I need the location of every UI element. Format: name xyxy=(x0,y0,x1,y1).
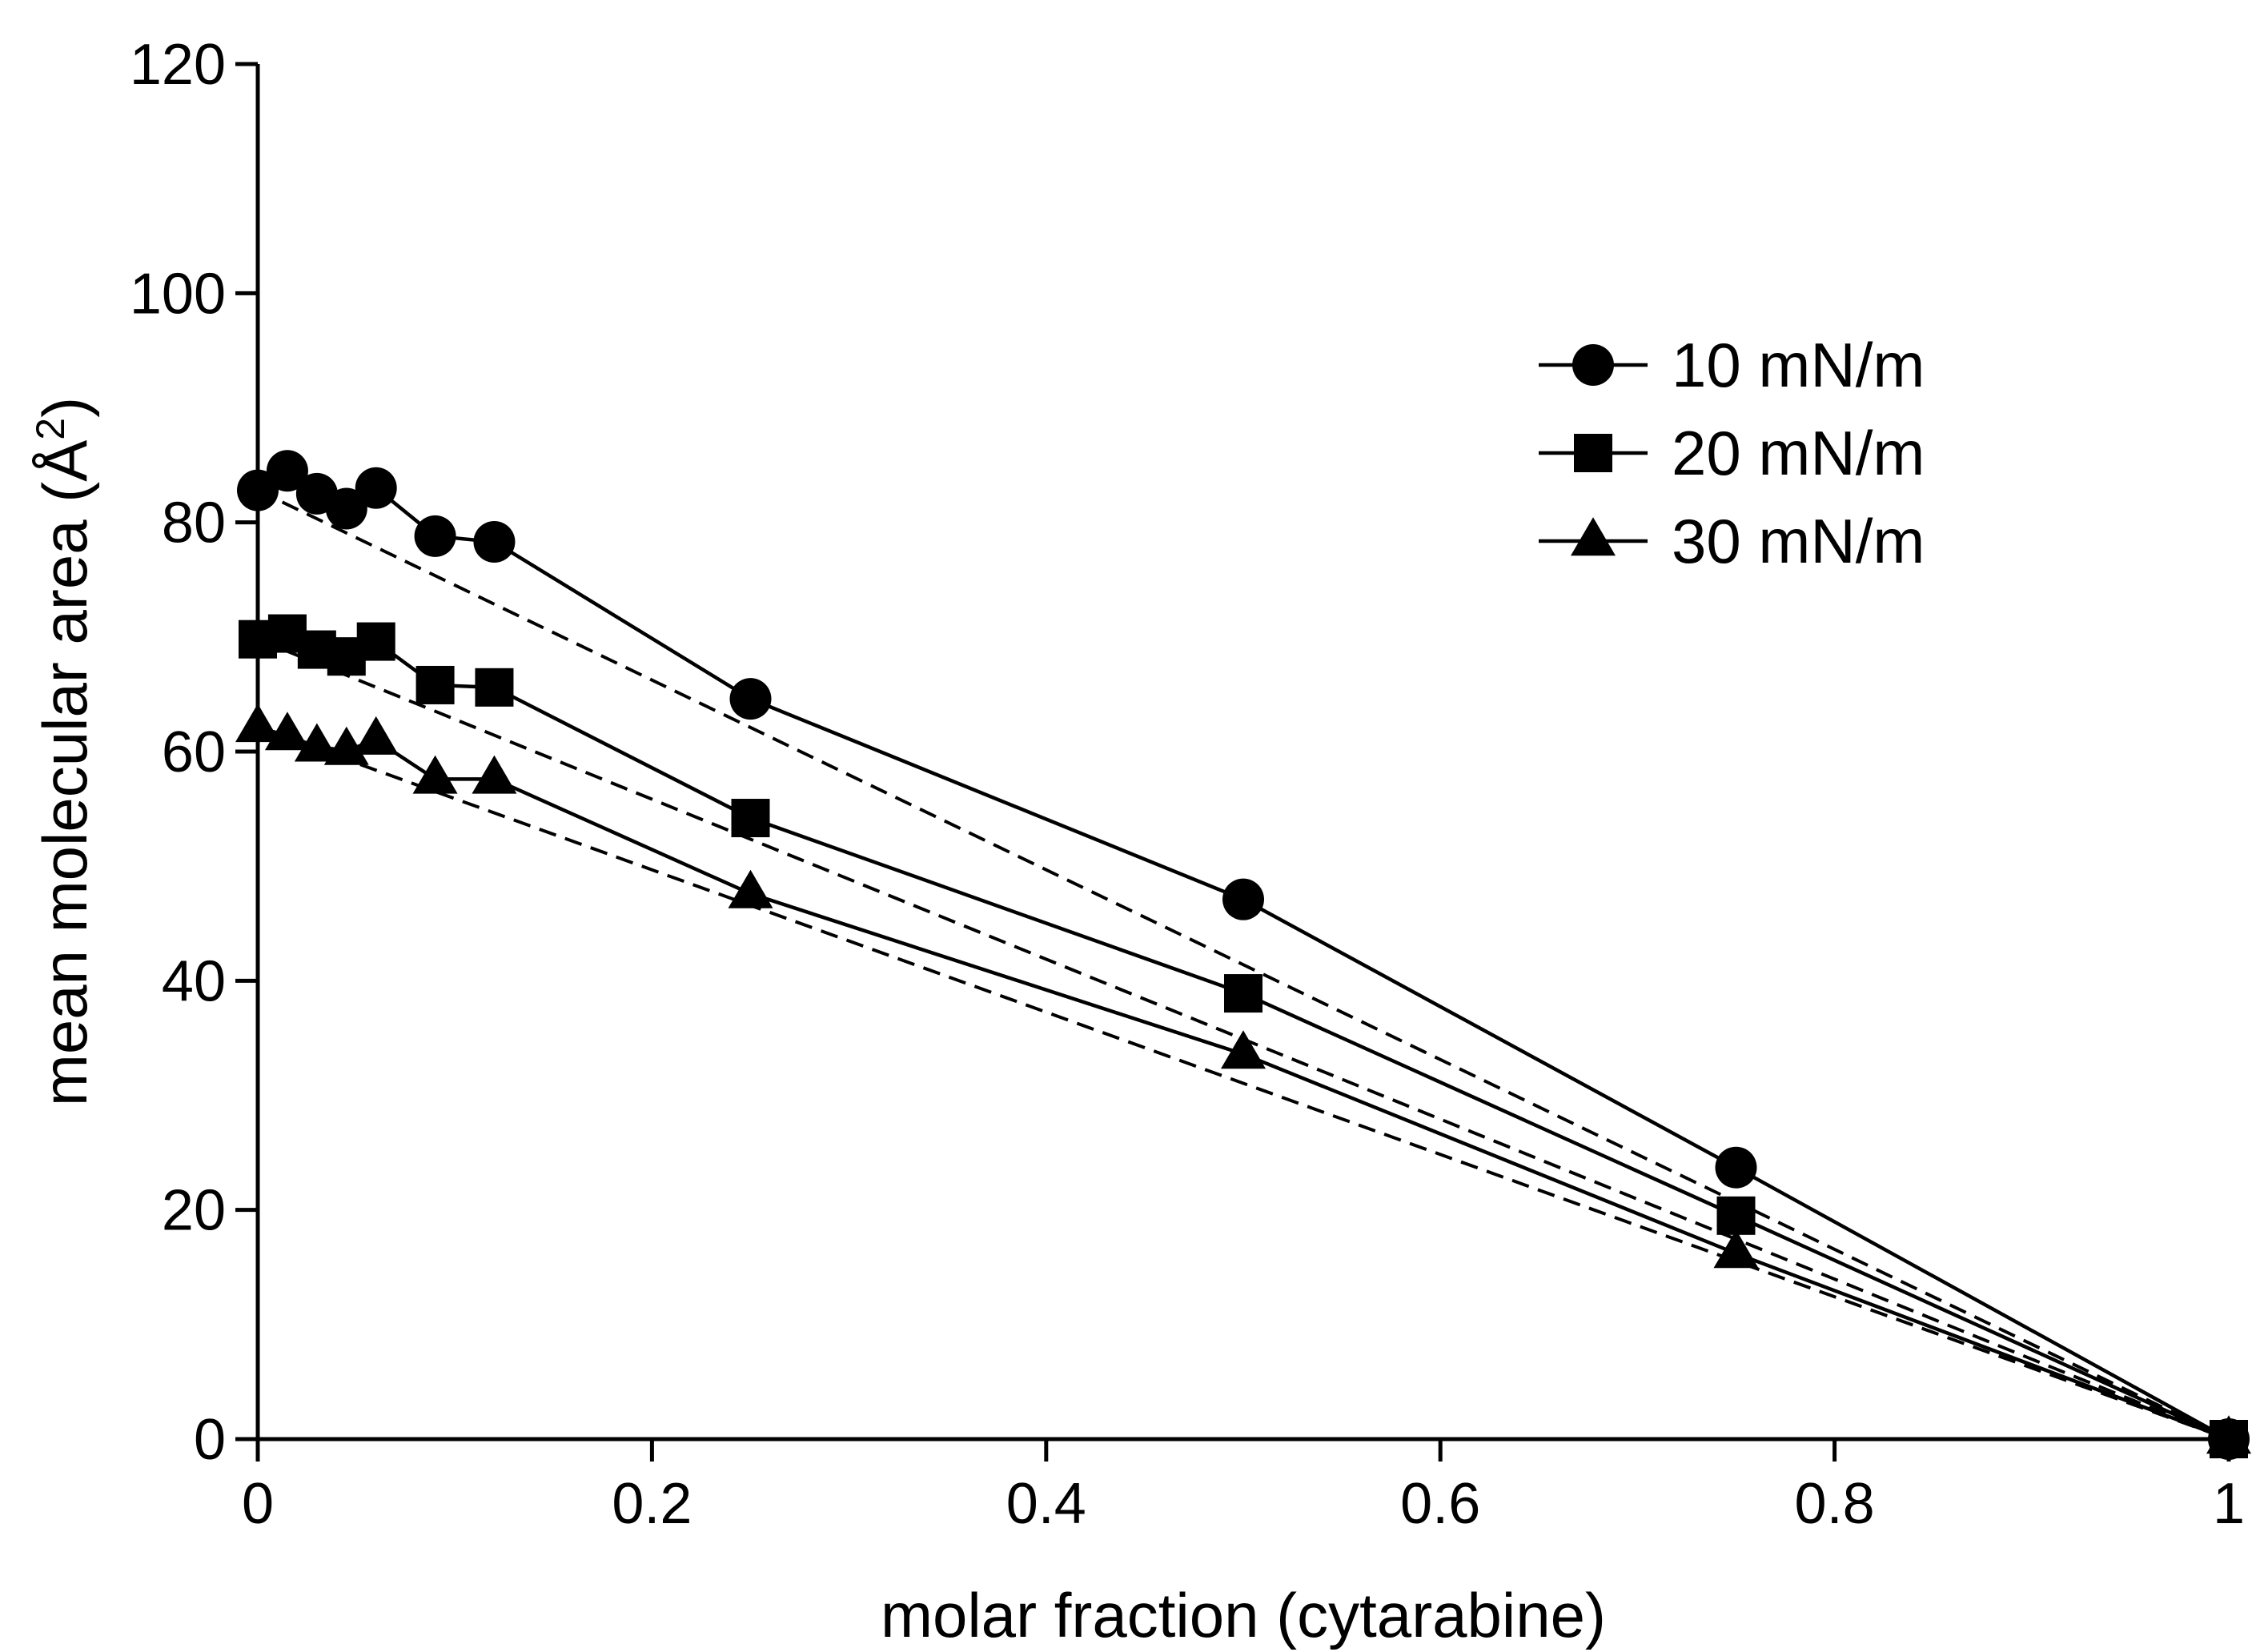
data-point xyxy=(415,665,455,704)
x-tick-label: 0 xyxy=(242,1472,274,1536)
series-markers xyxy=(235,450,2251,1460)
data-point xyxy=(325,487,367,530)
y-axis-title-main: mean molecular area (Å xyxy=(30,440,100,1106)
data-point xyxy=(729,678,772,720)
data-point xyxy=(355,467,397,509)
y-tick-label: 40 xyxy=(162,949,226,1013)
y-tick-label: 100 xyxy=(130,262,226,326)
x-tick-label: 1 xyxy=(2213,1472,2245,1536)
data-point xyxy=(472,755,517,794)
data-point xyxy=(1713,1229,1759,1269)
legend-marker xyxy=(1574,434,1612,472)
x-tick-label: 0.2 xyxy=(612,1472,692,1536)
data-point xyxy=(728,869,773,908)
data-point xyxy=(414,515,456,557)
data-point xyxy=(1224,974,1262,1013)
data-point xyxy=(731,799,770,838)
data-point xyxy=(323,726,369,765)
data-point xyxy=(235,704,280,743)
ideal-line xyxy=(257,488,2230,1441)
ideal-line xyxy=(257,726,2230,1441)
y-ticks: 0 20 40 60 80 100 120 xyxy=(130,33,258,1472)
series-line xyxy=(256,468,2230,1441)
x-tick-label: 0.8 xyxy=(1795,1472,1875,1536)
data-point xyxy=(473,521,516,563)
legend-label: 10 mN/m xyxy=(1672,330,1925,400)
legend-marker xyxy=(1572,344,1614,386)
data-point xyxy=(264,712,310,751)
series-lines xyxy=(256,468,2230,1441)
x-ticks: 0 0.2 0.4 0.6 0.8 1 xyxy=(242,1439,2245,1536)
y-tick-label: 0 xyxy=(194,1408,226,1472)
data-point xyxy=(356,622,395,661)
data-point xyxy=(1222,878,1264,920)
x-tick-label: 0.6 xyxy=(1400,1472,1480,1536)
data-point xyxy=(237,469,279,511)
y-axis-title: mean molecular area (Å2) xyxy=(28,397,100,1106)
y-tick-label: 80 xyxy=(162,491,226,555)
axes xyxy=(255,64,2229,1441)
data-point xyxy=(1716,1196,1756,1235)
y-axis-title-superscript: 2 xyxy=(28,418,73,440)
data-point xyxy=(353,716,399,755)
legend: 10 mN/m 20 mN/m 30 mN/m xyxy=(1539,330,1925,576)
x-axis-title: molar fraction (cytarabine) xyxy=(881,1580,1606,1650)
y-tick-label: 20 xyxy=(162,1179,226,1243)
data-point xyxy=(475,668,514,707)
data-point xyxy=(412,755,458,794)
legend-label: 20 mN/m xyxy=(1672,418,1925,488)
data-point xyxy=(294,723,339,762)
y-tick-label: 60 xyxy=(162,720,226,784)
data-point xyxy=(266,450,308,492)
ideal-lines xyxy=(257,488,2230,1441)
legend-marker xyxy=(1571,517,1616,556)
x-tick-label: 0.4 xyxy=(1006,1472,1086,1536)
legend-label: 30 mN/m xyxy=(1672,506,1925,576)
data-point xyxy=(1221,1030,1266,1069)
y-axis-title-close: ) xyxy=(30,397,100,418)
data-point xyxy=(1715,1146,1757,1189)
y-tick-label: 120 xyxy=(130,33,226,97)
data-point xyxy=(2206,1415,2251,1454)
